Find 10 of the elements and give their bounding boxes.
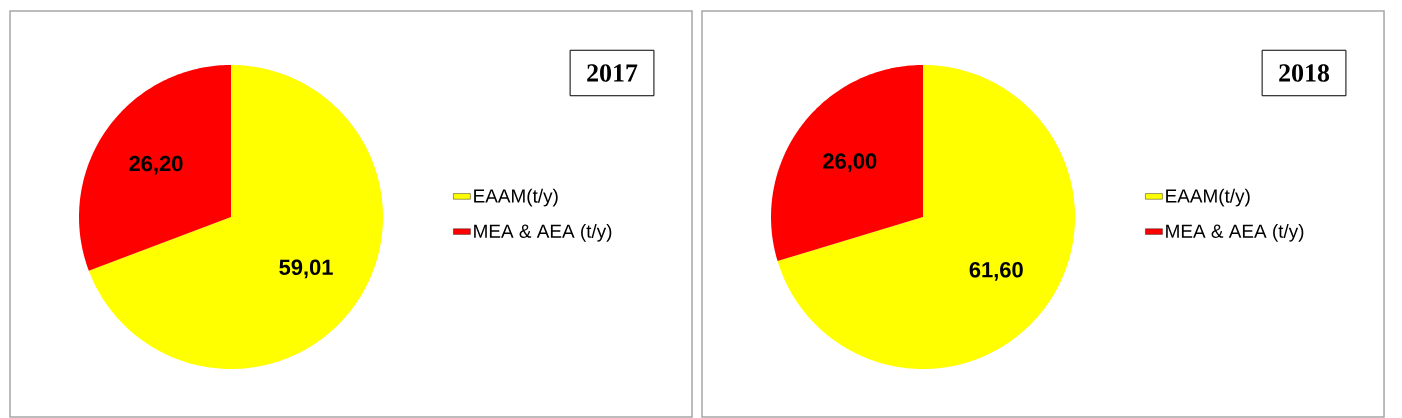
- data-label: 61,60: [969, 261, 1023, 281]
- data-label: 26,20: [129, 155, 183, 175]
- chart-title: 2017: [587, 64, 638, 82]
- data-label: 26,00: [823, 153, 877, 172]
- legend-label: MEA & AEA (t/y): [1166, 223, 1304, 242]
- legend-label: MEA & AEA (t/y): [474, 223, 612, 242]
- legend-label: EAAM(t/y): [1166, 188, 1250, 207]
- data-label: 59,01: [279, 259, 333, 279]
- chart-title: 2018: [1279, 64, 1330, 82]
- legend-label: EAAM(t/y): [474, 188, 558, 207]
